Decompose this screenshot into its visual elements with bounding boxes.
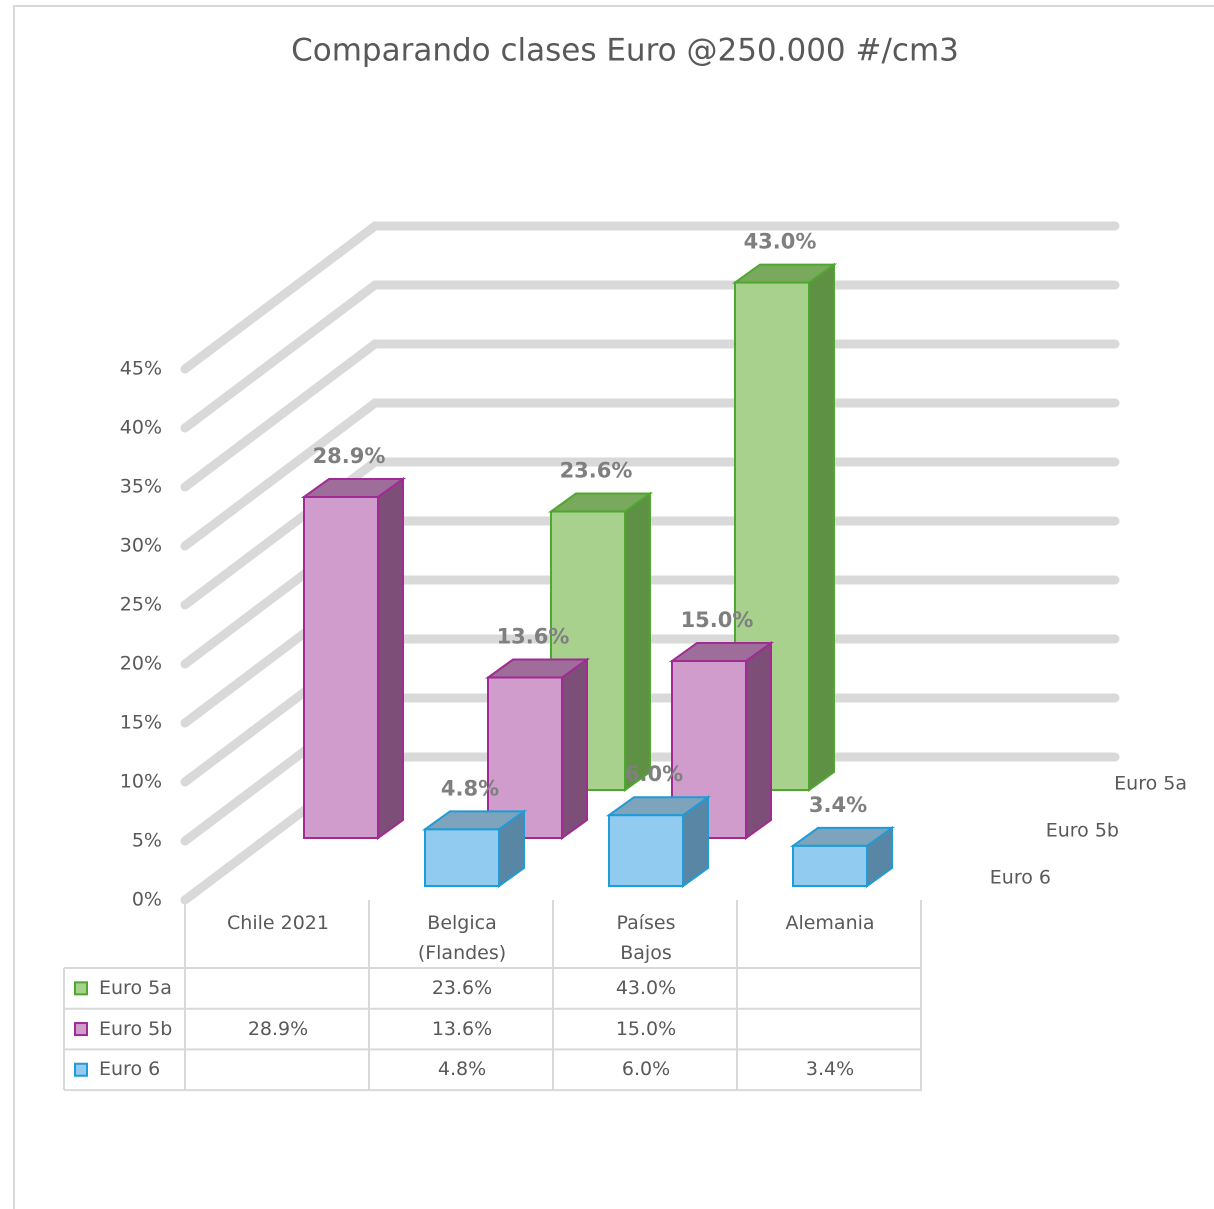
data-label: 13.6% bbox=[497, 625, 570, 649]
data-label: 15.0% bbox=[681, 608, 754, 632]
bar-front bbox=[424, 828, 500, 887]
table-value: 13.6% bbox=[431, 1017, 493, 1040]
bar-front bbox=[608, 814, 684, 888]
grid-line bbox=[180, 398, 1120, 551]
y-tick-label: 10% bbox=[120, 771, 162, 793]
bar-front bbox=[303, 495, 379, 839]
category-label: Belgica (Flandes) bbox=[417, 912, 507, 964]
y-tick-label: 45% bbox=[120, 358, 162, 380]
category-label: Chile 2021 bbox=[227, 912, 329, 934]
y-tick-label: 5% bbox=[132, 830, 162, 852]
legend-label: Euro 5a bbox=[99, 977, 172, 999]
table-value: 4.8% bbox=[437, 1058, 487, 1081]
legend-label: Euro 5b bbox=[99, 1017, 173, 1040]
category-label: Países Bajos bbox=[616, 912, 676, 964]
table-value: 28.9% bbox=[247, 1017, 309, 1040]
y-tick-label: 20% bbox=[120, 653, 162, 675]
depth-axis-label: Euro 5a bbox=[1114, 773, 1187, 795]
table-value: 43.0% bbox=[615, 977, 677, 999]
y-tick-label: 25% bbox=[120, 594, 162, 616]
bar-front bbox=[792, 844, 868, 888]
depth-axis-label: Euro 5b bbox=[1046, 820, 1119, 842]
bar bbox=[605, 795, 712, 888]
data-label: 3.4% bbox=[809, 793, 867, 817]
bar bbox=[300, 477, 407, 840]
bar-side bbox=[808, 262, 835, 792]
table-value: 23.6% bbox=[431, 977, 493, 999]
y-tick-label: 40% bbox=[120, 417, 162, 439]
legend-swatch bbox=[74, 1022, 88, 1037]
grid-line bbox=[180, 339, 1120, 492]
chart-frame bbox=[13, 5, 1214, 1209]
depth-axis-label: Euro 6 bbox=[990, 867, 1051, 889]
chart-title: Comparando clases Euro @250.000 #/cm3 bbox=[291, 33, 959, 69]
legend-label: Euro 6 bbox=[99, 1058, 161, 1081]
grid-line bbox=[180, 457, 1120, 610]
y-tick-label: 0% bbox=[132, 889, 162, 911]
grid-line bbox=[180, 280, 1120, 433]
bar-side bbox=[745, 641, 772, 840]
y-tick-label: 30% bbox=[120, 535, 162, 557]
bar bbox=[789, 825, 896, 888]
table-value: 15.0% bbox=[615, 1017, 677, 1040]
grid-line bbox=[180, 221, 1120, 374]
bar-side bbox=[624, 491, 651, 792]
legend-swatch bbox=[74, 1062, 88, 1077]
data-label: 43.0% bbox=[744, 230, 817, 254]
y-tick-label: 15% bbox=[120, 712, 162, 734]
bar bbox=[421, 809, 528, 888]
category-label: Alemania bbox=[785, 912, 875, 934]
bar-side bbox=[377, 477, 404, 840]
data-label: 6.0% bbox=[625, 762, 683, 786]
data-label: 4.8% bbox=[441, 776, 499, 800]
bar-side bbox=[561, 657, 588, 840]
y-tick-label: 35% bbox=[120, 476, 162, 498]
data-label: 23.6% bbox=[560, 459, 633, 483]
legend-swatch bbox=[74, 981, 88, 996]
table-value: 3.4% bbox=[805, 1058, 855, 1081]
data-label: 28.9% bbox=[313, 444, 386, 468]
table-value: 6.0% bbox=[621, 1058, 671, 1081]
